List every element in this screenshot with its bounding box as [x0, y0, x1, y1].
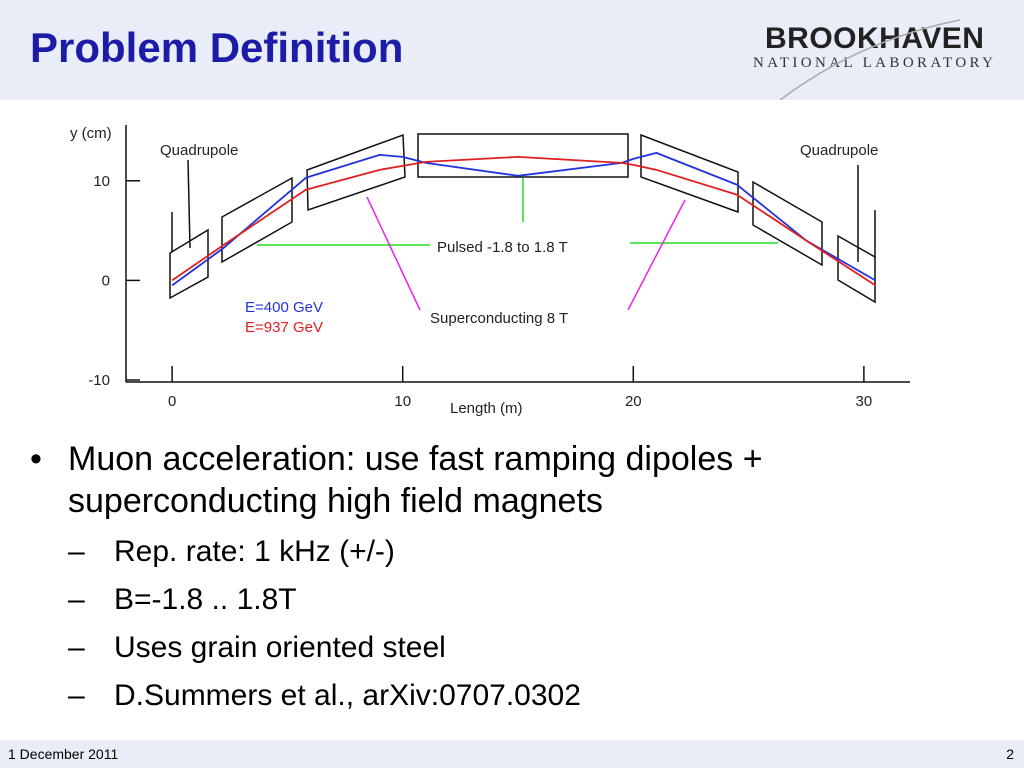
logo-subtitle: NATIONAL LABORATORY: [753, 55, 997, 71]
annotation: Superconducting 8 T: [430, 310, 568, 327]
x-tick-label: 10: [394, 393, 411, 410]
logo-name: BROOKHAVEN: [765, 22, 985, 55]
sub-bullet: Uses grain oriented steel: [68, 624, 990, 672]
legend-entry: E=937 GeV: [245, 319, 323, 336]
y-axis-label: y (cm): [70, 125, 112, 142]
slide-title: Problem Definition: [30, 24, 404, 71]
pulsed-leaders: [257, 178, 778, 246]
footer-date: 1 December 2011: [8, 746, 119, 762]
logo-swoosh: [779, 19, 961, 100]
y-tick-label: 0: [102, 272, 110, 289]
x-tick-label: 20: [625, 393, 642, 410]
annotation: Quadrupole: [800, 142, 878, 159]
x-tick-label: 30: [856, 393, 873, 410]
legend-entry: E=400 GeV: [245, 299, 323, 316]
annotation: Quadrupole: [160, 142, 238, 159]
sc-leaders: [366, 196, 686, 311]
curve: [171, 155, 876, 287]
x-axis-label: Length (m): [450, 400, 523, 417]
page-number: 2: [1006, 746, 1014, 762]
footer: 1 December 2011 2: [0, 740, 1024, 768]
y-tick-label: -10: [88, 372, 110, 389]
magnets: [169, 133, 876, 304]
header: Problem Definition BROOKHAVEN NATIONAL L…: [0, 0, 1024, 100]
y-tick-label: 10: [93, 173, 110, 190]
bullet: Muon acceleration: use fast ramping dipo…: [30, 438, 990, 720]
sub-bullet: B=-1.8 .. 1.8T: [68, 576, 990, 624]
sub-bullet: Rep. rate: 1 kHz (+/-): [68, 528, 990, 576]
sub-bullet: D.Summers et al., arXiv:0707.0302: [68, 672, 990, 720]
bullet-text: Muon acceleration: use fast ramping dipo…: [68, 440, 763, 520]
annotation: Pulsed -1.8 to 1.8 T: [437, 239, 568, 256]
bullet-list: Muon acceleration: use fast ramping dipo…: [30, 438, 990, 720]
x-tick-label: 0: [168, 393, 176, 410]
sub-list: Rep. rate: 1 kHz (+/-)B=-1.8 .. 1.8TUses…: [68, 528, 990, 720]
figure: y (cm) Length (m) Quadrupole Quadrupole …: [70, 125, 910, 417]
curve: [171, 151, 876, 287]
